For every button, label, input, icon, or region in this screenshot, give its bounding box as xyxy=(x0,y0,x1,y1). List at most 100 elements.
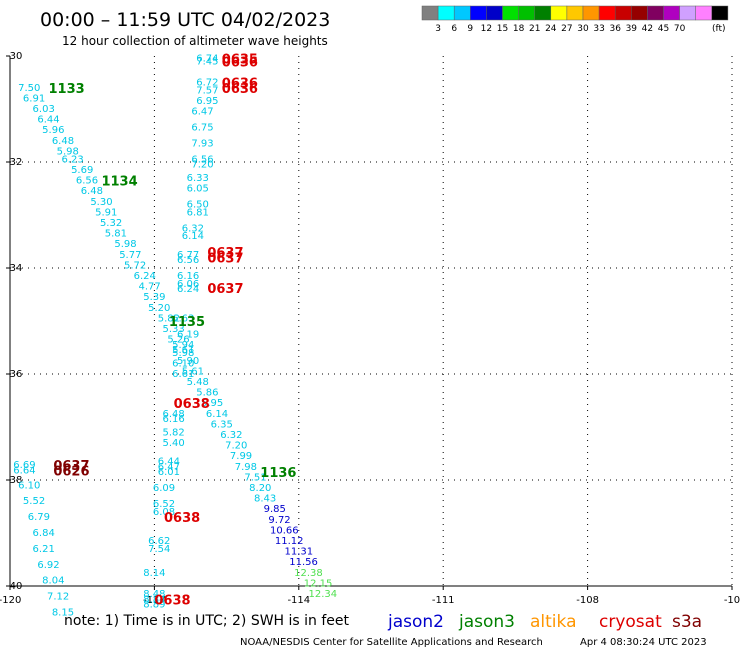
chart-subtitle: 12 hour collection of altimeter wave hei… xyxy=(62,34,328,48)
legend-label: 39 xyxy=(626,24,638,34)
swh-label-jason3: 5.39 xyxy=(143,292,165,303)
swh-label-jason3: 6.48 xyxy=(81,186,103,197)
swh-label-jason3: 11.31 xyxy=(284,547,313,558)
legend-swatch xyxy=(453,5,471,21)
pass-label: 1133 xyxy=(49,82,85,97)
swh-label-cryosat: 6.09 xyxy=(153,483,175,494)
swh-label-cryosat: 6.61 xyxy=(172,369,194,380)
legend-swatch xyxy=(679,5,696,21)
satellite-name-s3a: s3a xyxy=(672,612,702,632)
swh-label-cryosat: 6.06 xyxy=(177,279,199,290)
legend-swatch xyxy=(695,5,713,21)
swh-label-cryosat: 6.75 xyxy=(191,123,213,134)
swh-label-jason3: 11.12 xyxy=(275,536,304,547)
swh-label-jason3: 5.82 xyxy=(158,313,180,324)
legend-label: 42 xyxy=(642,24,653,34)
swh-label-jason3: 5.30 xyxy=(90,197,112,208)
satellite-name-altika: altika xyxy=(530,612,577,632)
swh-label-s3a: 8.15 xyxy=(52,608,74,619)
legend-swatch xyxy=(470,5,487,21)
legend-label: 36 xyxy=(609,24,621,34)
swh-label-s3a: 6.84 xyxy=(33,528,55,539)
legend-swatch xyxy=(550,5,568,21)
swh-label-cryosat: 7.54 xyxy=(148,544,170,555)
pass-label: 0635 xyxy=(222,53,258,68)
swh-label-cryosat: 6.50 xyxy=(187,199,209,210)
swh-label-jason3: 6.24 xyxy=(134,271,156,282)
swh-label-jason3: 6.91 xyxy=(23,93,45,104)
legend-label: 9 xyxy=(467,24,473,34)
swh-label-cryosat: 6.95 xyxy=(196,96,218,107)
swh-label-jason3: 10.66 xyxy=(270,525,299,536)
swh-label-s3a: 6.69 xyxy=(13,460,35,471)
swh-label-cryosat: 6.72 xyxy=(196,78,218,89)
pass-label: 0638 xyxy=(174,397,210,412)
swh-label-s3a: 6.92 xyxy=(37,560,59,571)
swh-label-cryosat: 6.47 xyxy=(158,462,180,473)
legend-label: 15 xyxy=(497,24,508,34)
swh-label-jason3: 6.56 xyxy=(76,176,98,187)
swh-label-jason3: 5.95 xyxy=(201,398,223,409)
x-tick-label: -10 xyxy=(724,595,740,606)
pass-label: 0637 xyxy=(53,459,89,474)
footer-note: note: 1) Time is in UTC; 2) SWH is in fe… xyxy=(64,613,350,629)
y-tick-label: -34 xyxy=(6,263,22,274)
swh-label-s3a: 6.21 xyxy=(33,544,55,555)
swh-label-cryosat: 6.62 xyxy=(148,536,170,547)
swh-label-cryosat: 6.16 xyxy=(163,414,185,425)
pass-label: 1135 xyxy=(169,315,205,330)
swh-label-jason3: 5.98 xyxy=(57,146,79,157)
swh-label-cryosat: 7.45 xyxy=(196,56,218,67)
swh-label-jason3: 5.48 xyxy=(187,377,209,388)
legend-label: 21 xyxy=(529,24,540,34)
legend-label: 30 xyxy=(577,24,589,34)
pass-label: 1136 xyxy=(260,466,296,481)
swh-label-cryosat: 8.84 xyxy=(143,594,165,605)
legend-swatch xyxy=(437,5,455,21)
color-scale-legend: 3 6 9 12 15 18 21 24 27 30 33 36 39 42 45 70 xyxy=(421,5,729,34)
swh-label-s3a: 6.79 xyxy=(28,512,50,523)
swh-label-jason3: 6.14 xyxy=(206,409,228,420)
swh-label-s3a: 8.04 xyxy=(42,576,64,587)
pass-label: 0637 xyxy=(207,251,243,266)
swh-label-jason3: 5.77 xyxy=(119,250,141,261)
legend-swatch xyxy=(647,5,664,21)
legend-swatch xyxy=(534,5,552,21)
pass-label: 0638 xyxy=(154,593,190,608)
swh-label-cryosat: 6.47 xyxy=(191,107,213,118)
swh-label-jason3: 7.20 xyxy=(225,441,247,452)
legend-label: 3 xyxy=(435,24,441,34)
swh-label-jason3: 7.50 xyxy=(18,83,40,94)
legend-unit: (ft) xyxy=(712,24,726,34)
swh-label-jason3: 12.38 xyxy=(294,568,323,579)
swh-label-jason3: 4.77 xyxy=(138,282,160,293)
swh-label-jason3: 9.72 xyxy=(268,515,290,526)
swh-label-s3a: 7.12 xyxy=(47,592,69,603)
y-tick-label: -32 xyxy=(6,157,22,168)
swh-label-jason3: 7.98 xyxy=(235,462,257,473)
satellite-legend: jason2 jason3 altika cryosat s3a xyxy=(387,612,702,632)
y-tick-label: -38 xyxy=(6,475,22,486)
swh-label-jason3: 12.15 xyxy=(304,578,333,589)
x-tick-label: -120 xyxy=(0,595,21,606)
legend-swatch xyxy=(582,5,600,21)
legend-swatch xyxy=(502,5,519,21)
pass-label: 0636 xyxy=(222,55,258,70)
swh-label-cryosat: 6.10 xyxy=(172,358,194,369)
swh-label-jason3: 12.34 xyxy=(309,589,338,600)
y-tick-label: -30 xyxy=(6,51,22,62)
x-tick-label: -111 xyxy=(432,595,455,606)
swh-label-cryosat: 5.94 xyxy=(172,340,194,351)
satellite-name-cryosat: cryosat xyxy=(599,612,662,632)
swh-label-jason3: 6.35 xyxy=(211,419,233,430)
swh-label-jason3: 5.81 xyxy=(105,229,127,240)
swh-label-cryosat: 6.19 xyxy=(177,329,199,340)
satellite-name-jason3: jason3 xyxy=(458,612,515,632)
swh-label-jason3: 5.86 xyxy=(196,388,218,399)
swh-label-cryosat: 5.98 xyxy=(172,348,194,359)
swh-label-jason3: 5.32 xyxy=(100,218,122,229)
legend-swatch xyxy=(598,5,616,21)
pass-label: 0637 xyxy=(207,246,243,261)
legend-label: 33 xyxy=(593,24,604,34)
swh-label-cryosat: 6.48 xyxy=(163,409,185,420)
